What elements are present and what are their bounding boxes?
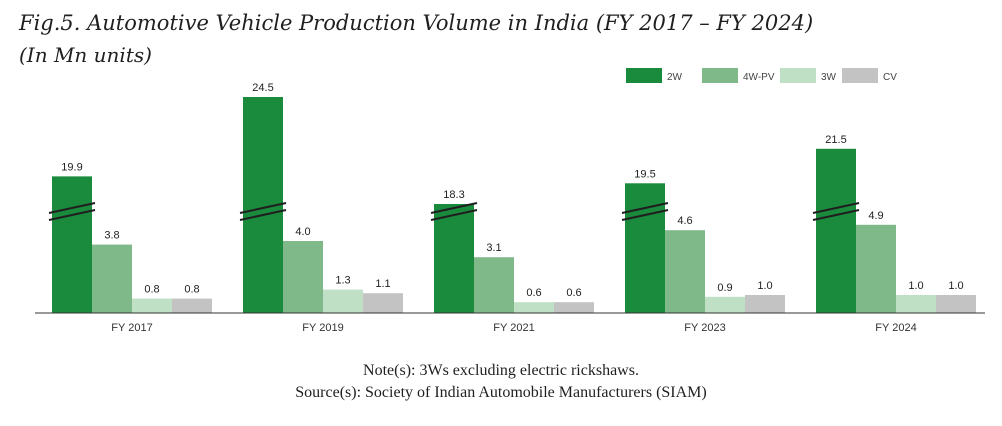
bar-3w-fy-2021 — [514, 302, 554, 313]
bar-2w-fy-2024 — [816, 148, 856, 313]
bar-4w-pv-fy-2021 — [474, 257, 514, 313]
chart-subtitle: (In Mn units) — [19, 43, 152, 67]
bar-4w-pv-fy-2023 — [665, 230, 705, 313]
bar-3w-fy-2023 — [705, 296, 745, 313]
legend-label-3w: 3W — [821, 72, 837, 83]
axis-break-mark — [48, 202, 96, 214]
x-tick-fy-2017: FY 2017 — [111, 322, 152, 334]
legend-label-cv: CV — [883, 72, 897, 83]
legend-swatch-2w — [626, 68, 662, 83]
bar-2w-fy-2023 — [625, 183, 665, 313]
bar-cv-fy-2019 — [363, 293, 403, 313]
value-label-2w-fy-2019: 24.5 — [252, 82, 273, 94]
chart-note: Note(s): 3Ws excluding electric rickshaw… — [363, 362, 639, 379]
legend-swatch-4w-pv — [702, 68, 738, 83]
legend-label-4w-pv: 4W-PV — [743, 72, 775, 83]
value-label-2w-fy-2023: 19.5 — [634, 168, 655, 180]
bar-3w-fy-2024 — [896, 295, 936, 313]
bar-3w-fy-2019 — [323, 289, 363, 313]
axis-break-mark — [48, 209, 96, 221]
bar-2w-fy-2017 — [52, 176, 92, 313]
value-label-3w-fy-2019: 1.3 — [335, 275, 350, 287]
value-label-cv-fy-2019: 1.1 — [375, 278, 390, 290]
chart-source: Source(s): Society of Indian Automobile … — [295, 384, 707, 401]
value-label-4w-pv-fy-2021: 3.1 — [486, 242, 501, 254]
value-label-2w-fy-2017: 19.9 — [61, 161, 82, 173]
bar-3w-fy-2017 — [132, 298, 172, 313]
value-label-4w-pv-fy-2024: 4.9 — [868, 210, 883, 222]
value-label-cv-fy-2017: 0.8 — [184, 284, 199, 296]
x-tick-fy-2019: FY 2019 — [302, 322, 343, 334]
value-label-4w-pv-fy-2017: 3.8 — [104, 230, 119, 242]
bar-chart: 19.9 3.8 0.8 0.8 FY 2017 24.5 4.0 1.3 1.1 FY 2019… — [35, 68, 985, 334]
axis-break-mark — [430, 202, 478, 214]
axis-break-mark — [239, 202, 287, 214]
bar-cv-fy-2017 — [172, 298, 212, 313]
axis-break-mark — [621, 202, 669, 214]
value-label-3w-fy-2021: 0.6 — [526, 287, 541, 299]
bar-cv-fy-2024 — [936, 295, 976, 313]
legend-label-2w: 2W — [667, 72, 683, 83]
axis-break-mark — [430, 209, 478, 221]
bar-cv-fy-2023 — [745, 295, 785, 313]
value-label-cv-fy-2023: 1.0 — [757, 280, 772, 292]
axis-break-mark — [812, 209, 860, 221]
x-tick-fy-2024: FY 2024 — [875, 322, 916, 334]
axis-break-mark — [239, 209, 287, 221]
value-label-4w-pv-fy-2019: 4.0 — [295, 226, 310, 238]
value-label-cv-fy-2021: 0.6 — [566, 287, 581, 299]
legend-swatch-3w — [780, 68, 816, 83]
bar-2w-fy-2021 — [434, 204, 474, 313]
value-label-2w-fy-2021: 18.3 — [443, 189, 464, 201]
x-tick-fy-2023: FY 2023 — [684, 322, 725, 334]
bar-4w-pv-fy-2019 — [283, 241, 323, 313]
legend-swatch-cv — [842, 68, 878, 83]
value-label-2w-fy-2024: 21.5 — [825, 134, 846, 146]
value-label-3w-fy-2023: 0.9 — [717, 282, 732, 294]
chart-title: Fig.5. Automotive Vehicle Production Vol… — [19, 11, 814, 35]
value-label-3w-fy-2024: 1.0 — [908, 280, 923, 292]
axis-break-mark — [812, 202, 860, 214]
value-label-cv-fy-2024: 1.0 — [948, 280, 963, 292]
bar-4w-pv-fy-2017 — [92, 244, 132, 313]
value-label-4w-pv-fy-2023: 4.6 — [677, 215, 692, 227]
axis-break-mark — [621, 209, 669, 221]
x-tick-fy-2021: FY 2021 — [493, 322, 534, 334]
bar-cv-fy-2021 — [554, 302, 594, 313]
bar-4w-pv-fy-2024 — [856, 224, 896, 313]
value-label-3w-fy-2017: 0.8 — [144, 284, 159, 296]
